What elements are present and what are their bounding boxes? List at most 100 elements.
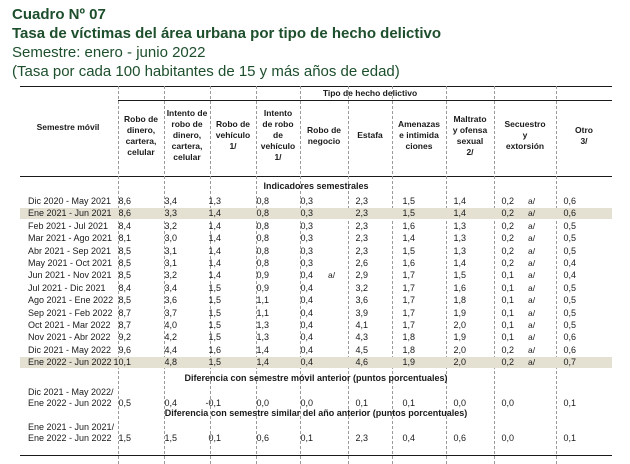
column-divider: [556, 86, 557, 464]
table-cell: 1,4: [256, 344, 269, 355]
row-label: Jul 2021 - Dic 2021: [28, 282, 106, 293]
table-row: Mar 2021 - Ago 2021 8,1 3,0 1,4 0,8 0,3 2,3 1,4…: [20, 233, 612, 244]
table-cell: 0,4: [300, 307, 313, 318]
table-cell: 8,4: [118, 282, 131, 293]
flag-note: a/: [528, 208, 536, 219]
table-cell: 3,7: [164, 307, 177, 318]
table-cell: 0,8: [256, 220, 269, 231]
table-cell: 0,2: [501, 196, 514, 206]
diff-cell: 0,1: [402, 398, 415, 408]
column-header: Otro 3/: [556, 125, 612, 147]
table-cell: 0,1: [501, 332, 514, 343]
table-cell: 1,7: [402, 295, 415, 306]
column-header-line: sexual: [456, 135, 484, 146]
table-cell: 4,3: [355, 332, 368, 343]
table-cell: 1,3: [256, 320, 269, 330]
table-cell: 0,4: [300, 344, 313, 355]
flag-note: a/: [528, 282, 536, 293]
table-cell: 1,6: [402, 220, 415, 231]
table-cell: 0,4: [300, 320, 313, 330]
table-cell: 4,2: [164, 332, 177, 343]
column-header-line: negocio: [307, 135, 341, 146]
table-cell: 0,4: [563, 270, 576, 281]
table-cell: 9,2: [118, 332, 131, 343]
diff-year-label-2: Ene 2022 - Jun 2022: [28, 433, 112, 443]
column-header-line: Robo de: [307, 124, 341, 135]
section-indicators: Indicadores semestrales: [263, 181, 369, 191]
table-cell: 2,0: [453, 344, 466, 355]
column-header-line: 2/: [466, 146, 474, 157]
column-header-line: de: [273, 130, 283, 140]
table-cell: 0,6: [563, 196, 576, 206]
column-header-line: Robo de: [124, 113, 158, 124]
table-cell: 4,4: [164, 344, 177, 355]
table-cell: 1,7: [402, 307, 415, 318]
column-header-line: Estafa: [357, 130, 383, 140]
table-cell: 1,4: [402, 233, 415, 244]
table-row: Jul 2021 - Dic 2021 8,4 3,4 1,5 0,9 0,4 3,2 1,7…: [20, 283, 612, 294]
table-cell: 3,0: [164, 233, 177, 244]
column-header: Amenazas e intimida ciones: [392, 119, 446, 152]
table-cell: 3,6: [164, 295, 177, 306]
diff-cell: 2,3: [355, 433, 368, 443]
diff-cell: 0,5: [118, 398, 131, 408]
column-header-line: celular: [173, 152, 201, 162]
table-cell: 0,8: [256, 245, 269, 256]
column-divider: [494, 86, 495, 464]
diff-prev-label-2: Ene 2022 - Jun 2022: [28, 398, 112, 408]
section-diff-year: Diferencia con semestre similar del año …: [164, 408, 468, 418]
table-cell: 1,5: [402, 208, 415, 219]
row-label: Jun 2021 - Nov 2021: [28, 270, 112, 281]
table-cell: 0,4: [300, 357, 313, 368]
table-cell: 0,4: [300, 282, 313, 293]
table-cell: 0,5: [563, 220, 576, 231]
column-header-line: Secuestro: [504, 119, 546, 129]
flag-note: a/: [528, 307, 536, 318]
column-divider: [300, 86, 301, 464]
column-header-line: 1/: [229, 141, 237, 151]
table-row: Ene 2021 - Jun 2021 8,6 3,3 1,4 0,8 0,3 2,3 1,5…: [20, 208, 612, 220]
table-cell: 4,8: [164, 357, 177, 368]
table-cell: 1,7: [402, 270, 415, 281]
diff-cell: 0,0: [256, 398, 269, 408]
column-header-line: Amenazas: [397, 119, 441, 129]
diff-cell: 0,1: [563, 433, 576, 443]
table-row: Oct 2021 - Mar 2022 8,7 4,0 1,5 1,3 0,4 4,1 1,7…: [20, 320, 612, 331]
column-header-line: dinero,: [126, 124, 156, 135]
column-header: Intento de robo de vehículo 1/: [256, 108, 300, 163]
table-row: Feb 2021 - Jul 2021 8,4 3,2 1,4 0,8 0,3 2,3 1,6…: [20, 221, 612, 232]
table-cell: 1,8: [453, 295, 466, 306]
table-cell: 2,3: [355, 220, 368, 231]
table-cell: 0,5: [563, 320, 576, 330]
diff-cell: 0,4: [164, 398, 177, 408]
column-header: Robo de dinero, cartera, celular: [118, 114, 164, 158]
column-header-line: y: [522, 130, 528, 140]
table-cell: 3,6: [355, 295, 368, 306]
row-label: Mar 2021 - Ago 2021: [28, 233, 113, 244]
table-cell: 3,2: [164, 270, 177, 281]
column-divider: [118, 86, 119, 464]
column-header-line: e intimida: [399, 130, 439, 140]
row-label: Ene 2021 - Jun 2021: [28, 208, 112, 219]
table-cell: 2,0: [453, 320, 466, 330]
table-cell: 1,5: [208, 357, 221, 368]
document-title: Cuadro Nº 07: [12, 6, 106, 23]
semester-line: Semestre: enero - junio 2022: [12, 44, 206, 61]
table-cell: 1,5: [453, 270, 466, 281]
flag-note: a/: [528, 332, 536, 343]
table-cell: 2,3: [355, 196, 368, 206]
table-cell: 1,7: [402, 320, 415, 330]
table-cell: 4,5: [355, 344, 368, 355]
table-cell: 1,5: [208, 307, 221, 318]
table-cell: 8,5: [118, 258, 131, 268]
table-cell: 1,5: [208, 332, 221, 343]
table-cell: 1,4: [208, 220, 221, 231]
table-cell: 0,7: [563, 357, 576, 368]
row-label: Abr 2021 - Sep 2021: [28, 245, 112, 256]
table-cell: 1,3: [208, 196, 221, 206]
table-cell: 0,3: [300, 220, 313, 231]
table-cell: 3,2: [355, 282, 368, 293]
column-header: Maltrato y ofensa sexual 2/: [446, 114, 494, 158]
document-subtitle: Tasa de víctimas del área urbana por tip…: [12, 25, 442, 42]
table-cell: 0,8: [256, 196, 269, 206]
